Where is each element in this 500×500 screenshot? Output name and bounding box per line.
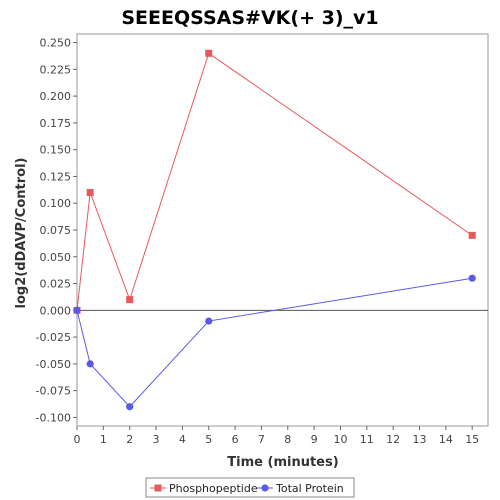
plot-area (76, 33, 489, 427)
data-point-phosphopeptide (468, 231, 476, 239)
x-tick-label: 4 (179, 433, 186, 446)
x-tick-label: 0 (74, 433, 81, 446)
data-point-total-protein (86, 360, 94, 368)
axes: -0.100 -0.075 -0.050 -0.025 0.000 0.025 0.050 0… (36, 37, 488, 446)
x-tick-label: 8 (284, 433, 291, 446)
y-tick-label: 0.050 (40, 251, 72, 264)
data-point-total-protein (468, 274, 476, 282)
legend: Phosphopeptide Total Protein (145, 477, 355, 498)
x-tick-label: 13 (413, 433, 427, 446)
y-tick-label: 0.000 (40, 304, 72, 317)
x-tick-label: 6 (232, 433, 239, 446)
x-tick-label: 10 (333, 433, 347, 446)
data-point-phosphopeptide (126, 296, 134, 304)
y-tick-label: -0.075 (36, 385, 71, 398)
data-point-total-protein (205, 317, 213, 325)
x-tick-label: 3 (153, 433, 160, 446)
y-tick-label: 0.100 (40, 197, 72, 210)
data-point-total-protein (73, 306, 81, 314)
y-tick-label: 0.200 (40, 90, 72, 103)
x-tick-label: 15 (465, 433, 479, 446)
x-tick-label: 1 (100, 433, 107, 446)
x-tick-label: 11 (360, 433, 374, 446)
data-point-phosphopeptide (205, 49, 213, 57)
legend-marker-phosphopeptide (154, 484, 162, 492)
x-tick-label: 7 (258, 433, 265, 446)
y-tick-label: 0.175 (40, 117, 72, 130)
data-point-total-protein (126, 403, 134, 411)
y-tick-label: 0.250 (40, 37, 72, 50)
y-tick-label: -0.100 (36, 411, 71, 424)
y-tick-label: 0.025 (40, 278, 72, 291)
chart-title: SEEEQSSAS#VK(+ 3)_v1 (121, 7, 378, 29)
chart-marks (73, 49, 476, 411)
y-tick-label: 0.075 (40, 224, 72, 237)
y-tick-label: -0.050 (36, 358, 71, 371)
y-tick-label: -0.025 (36, 331, 71, 344)
legend-label-total-protein: Total Protein (275, 482, 344, 495)
x-tick-label: 2 (126, 433, 133, 446)
y-tick-label: 0.125 (40, 170, 72, 183)
legend-label-phosphopeptide: Phosphopeptide (169, 482, 258, 495)
y-tick-label: 0.150 (40, 144, 72, 157)
x-tick-label: 14 (439, 433, 453, 446)
x-tick-label: 9 (311, 433, 318, 446)
data-point-phosphopeptide (86, 189, 94, 197)
legend-box (145, 477, 355, 498)
y-axis-label: log2(dDAVP/Control) (14, 158, 29, 309)
y-tick-label: 0.225 (40, 63, 72, 76)
x-axis-label: Time (minutes) (227, 455, 338, 470)
x-tick-label: 5 (205, 433, 212, 446)
legend-marker-total-protein (261, 484, 269, 492)
x-tick-label: 12 (386, 433, 400, 446)
